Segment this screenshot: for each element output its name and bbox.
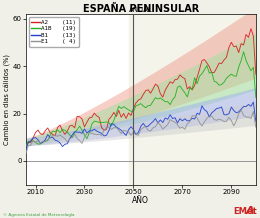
Text: © Agencia Estatal de Meteorología: © Agencia Estatal de Meteorología <box>3 213 74 217</box>
Y-axis label: Cambio en dias cálidos (%): Cambio en dias cálidos (%) <box>4 54 11 145</box>
X-axis label: AÑO: AÑO <box>132 196 149 205</box>
Legend: A2    (11), A1B   (19), B1    (13), E1    ( 4): A2 (11), A1B (19), B1 (13), E1 ( 4) <box>29 17 79 46</box>
Bar <box>128 14 258 185</box>
Text: A: A <box>246 206 255 216</box>
Text: ANUAL: ANUAL <box>129 7 153 13</box>
Title: ESPAÑA PENINSULAR: ESPAÑA PENINSULAR <box>83 4 199 14</box>
Text: EMet: EMet <box>234 207 257 216</box>
